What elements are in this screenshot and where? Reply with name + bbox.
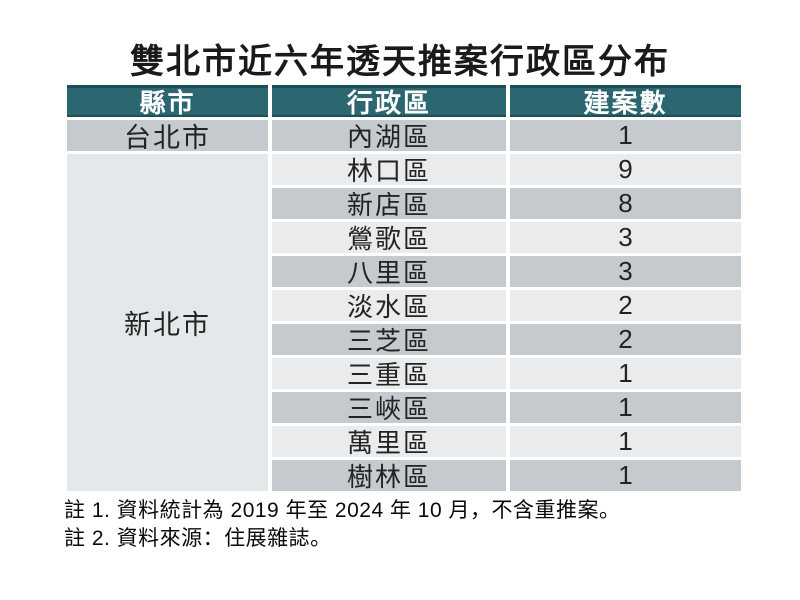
distribution-table: 縣市 行政區 建案數 台北市 內湖區 1 新北市 林口區 9 新店區 8 鶯歌區… <box>67 85 741 492</box>
footnote-1: 註 1. 資料統計為 2019 年至 2024 年 10 月，不含重推案。 <box>64 499 621 522</box>
count-cell-tamsui: 2 <box>510 290 741 321</box>
district-cell-neihu: 內湖區 <box>272 120 506 152</box>
district-cell-bali: 八里區 <box>272 256 506 288</box>
count-cell-xindian: 8 <box>510 188 741 219</box>
district-cell-tamsui: 淡水區 <box>272 290 506 322</box>
count-cell-sanzhi: 2 <box>510 324 741 355</box>
district-cell-yingge: 鶯歌區 <box>272 222 506 254</box>
footnote-2: 註 2. 資料來源：住展雜誌。 <box>64 527 332 550</box>
city-cell-new-taipei: 新北市 <box>67 154 268 491</box>
city-cell-taipei: 台北市 <box>67 120 268 153</box>
district-cell-sanxia: 三峽區 <box>272 392 506 424</box>
count-cell-neihu: 1 <box>510 120 741 151</box>
column-header-count: 建案數 <box>510 85 741 118</box>
count-cell-shulin: 1 <box>510 460 741 491</box>
chart-title: 雙北市近六年透天推案行政區分布 <box>130 43 670 81</box>
column-header-city: 縣市 <box>67 85 268 118</box>
count-cell-sanxia: 1 <box>510 392 741 423</box>
district-cell-xindian: 新店區 <box>272 188 506 220</box>
district-cell-wanli: 萬里區 <box>272 426 506 458</box>
district-cell-sanzhi: 三芝區 <box>272 324 506 356</box>
count-cell-wanli: 1 <box>510 426 741 457</box>
count-cell-sanchong: 1 <box>510 358 741 389</box>
count-cell-yingge: 3 <box>510 222 741 253</box>
district-cell-shulin: 樹林區 <box>272 460 506 492</box>
footnotes: 註 1. 資料統計為 2019 年至 2024 年 10 月，不含重推案。 註 … <box>64 497 620 553</box>
column-header-district: 行政區 <box>272 85 506 118</box>
count-cell-bali: 3 <box>510 256 741 287</box>
count-cell-linkou: 9 <box>510 154 741 185</box>
district-cell-linkou: 林口區 <box>272 154 506 186</box>
district-cell-sanchong: 三重區 <box>272 358 506 390</box>
